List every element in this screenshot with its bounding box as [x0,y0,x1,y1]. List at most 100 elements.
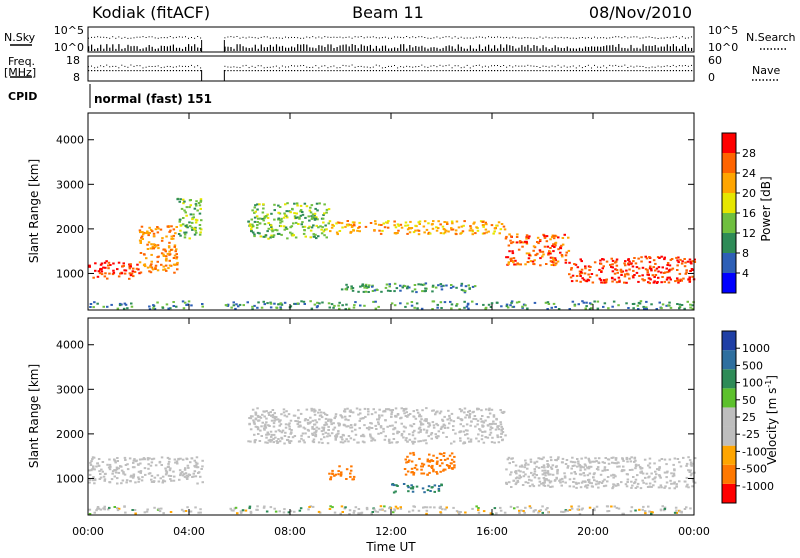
power-pixel [232,304,236,307]
power-pixel [667,269,671,272]
power-pixel [151,245,155,248]
velocity-pixel [411,442,415,445]
power-pixel [678,307,681,310]
velocity-pixel [129,480,132,483]
velocity-pixel [370,436,373,439]
velocity-pixel [300,437,303,440]
velocity-pixel [340,471,343,474]
nsearch-dot [285,36,286,38]
velocity-pixel [340,505,344,508]
velocity-pixel [341,416,344,419]
velocity-pixel [493,507,497,510]
velocity-pixel [425,442,428,445]
velocity-pixel [186,506,189,509]
power-pixel [89,306,92,308]
velocity-pixel [483,430,487,433]
velocity-pixel [327,429,330,431]
power-pixel [663,256,666,259]
velocity-pixel [411,434,415,437]
power-pixel [529,260,533,263]
velocity-pixel [147,463,150,466]
power-pixel [539,257,542,260]
velocity-pixel [543,466,546,469]
velocity-pixel [311,432,314,435]
power-pixel [579,271,583,273]
nsky-bar [188,44,190,51]
velocity-pixel [595,460,598,463]
velocity-pixel [650,512,653,515]
velocity-pixel [531,483,534,486]
power-pixel [256,203,259,206]
velocity-pixel [379,426,383,429]
power-pixel [413,284,417,286]
velocity-pixel [533,470,537,473]
velocity-pixel [675,485,678,488]
velocity-pixel [420,472,423,475]
freq-point [503,70,505,72]
power-pixel [92,276,95,279]
velocity-pixel [307,422,310,425]
velocity-pixel [544,508,548,511]
velocity-pixel [625,473,629,476]
power-pixel [365,286,369,289]
velocity-pixel [367,413,370,416]
power-pixel [324,224,327,227]
power-pixel [550,306,553,309]
nsky-bar [178,47,181,51]
velocity-pixel [452,420,456,423]
power-pixel [330,226,334,229]
power-pixel [618,279,621,282]
velocity-pixel [625,485,629,488]
velocity-pixel [277,438,280,440]
y-tick-label: 2000 [56,223,84,236]
velocity-pixel [448,422,451,425]
freq-point [397,70,399,72]
freq-point [639,70,641,72]
velocity-pixel [288,425,291,428]
velocity-pixel [590,482,593,485]
velocity-pixel [440,426,443,429]
power-pixel [191,218,194,221]
nsearch-dot [333,36,335,38]
power-pixel [238,303,242,306]
power-pixel [188,206,191,209]
power-pixel [315,224,318,227]
velocity-pixel [359,412,362,415]
nsky-bar [415,46,417,51]
nave-point [115,65,117,67]
power-pixel [651,274,655,277]
velocity-pixel [280,413,283,416]
velocity-pixel [282,408,286,411]
velocity-pixel [486,424,490,427]
freq-point [587,70,590,72]
power-pixel [147,234,150,237]
velocity-pixel [328,508,332,510]
power-pixel [410,301,414,303]
velocity-pixel [389,507,393,510]
velocity-x-ticks: 00:00 04:00 08:00 12:00 16:00 20:00 00:00 [72,113,710,538]
nsearch-dot [194,37,196,39]
power-pixel [455,220,459,223]
velocity-pixel [265,410,268,413]
power-pixel [661,266,664,269]
power-pixel [172,301,175,303]
velocity-colorbar-label: 25 [742,411,756,424]
velocity-pixel [434,413,437,416]
power-pixel [224,304,228,307]
velocity-pixel [230,509,234,512]
velocity-pixel [314,433,318,436]
velocity-colorbar-label-base: Velocity [m s [765,388,779,465]
power-colorbar-swatch [722,233,736,253]
nsearch-dot [630,36,632,38]
velocity-pixel [606,458,610,461]
velocity-pixel [349,409,352,412]
nsky-bar [542,45,544,51]
power-pixel [363,304,366,307]
power-pixel [283,212,286,215]
freq-point [403,70,405,72]
power-pixel [410,227,414,229]
velocity-pixel [630,456,633,459]
power-pixel [129,265,132,268]
velocity-pixel [580,508,583,511]
power-pixel [648,261,652,264]
